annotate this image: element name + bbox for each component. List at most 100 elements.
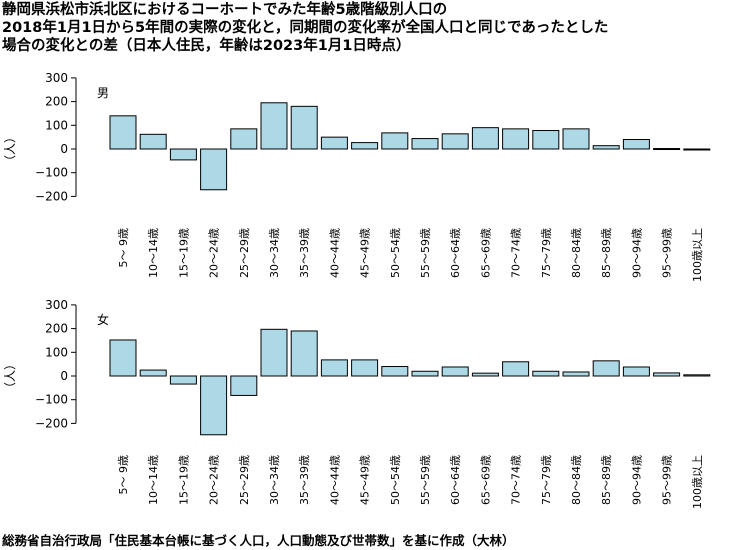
category-label: 55～59歳 (419, 455, 432, 505)
panel-label: 男 (97, 86, 109, 100)
y-tick-label: 0 (60, 369, 68, 383)
category-label: 10～14歳 (147, 228, 160, 278)
bar (351, 359, 379, 377)
bar (290, 105, 318, 150)
bar (411, 138, 439, 150)
category-label: 25～29歳 (238, 228, 251, 278)
category-label: 30～34歳 (268, 455, 281, 505)
bar (139, 133, 167, 150)
category-label: 45～49歳 (359, 455, 372, 505)
category-label: 45～49歳 (359, 228, 372, 278)
y-tick-label: 100 (45, 345, 68, 359)
title-line-3: 場合の変化との差（日本人住民，年齢は2023年1月1日時点） (2, 38, 411, 54)
bar (169, 375, 197, 385)
category-label: 40～44歳 (328, 228, 341, 278)
bar (109, 339, 137, 377)
category-label: 15～19歳 (177, 228, 190, 278)
title-line-1: 静岡県浜松市浜北区におけるコーホートでみた年齢5歳階級別人口の (2, 2, 448, 18)
bar (502, 128, 530, 150)
category-label: 60～64歳 (449, 455, 462, 505)
y-tick-label: −200 (35, 416, 68, 430)
category-label: 40～44歳 (328, 455, 341, 505)
category-label: 5～ 9歳 (117, 228, 130, 268)
bar (139, 369, 167, 377)
y-axis-label: （人） (3, 358, 17, 394)
category-label: 100歳以上 (691, 455, 704, 509)
category-label: 60～64歳 (449, 228, 462, 278)
category-label: 75～79歳 (540, 455, 553, 505)
category-label: 95～99歳 (661, 455, 674, 505)
category-label: 35～39歳 (298, 228, 311, 278)
bar (320, 136, 348, 150)
category-label: 10～14歳 (147, 455, 160, 505)
category-label: 90～94歳 (630, 455, 643, 505)
category-label: 55～59歳 (419, 228, 432, 278)
bar (411, 370, 439, 377)
bar (683, 374, 711, 377)
bar (683, 148, 711, 151)
y-tick-label: 300 (45, 298, 68, 312)
chart-title: 静岡県浜松市浜北区におけるコーホートでみた年齢5歳階級別人口の 2018年1月1… (2, 1, 746, 55)
bar (200, 148, 228, 191)
title-line-2: 2018年1月1日から5年間の実際の変化と，同期間の変化率が全国人口と同じであっ… (2, 20, 609, 36)
bar (592, 360, 620, 377)
category-label: 15～19歳 (177, 455, 190, 505)
bar (260, 328, 288, 377)
bar (562, 371, 590, 377)
y-tick-label: 200 (45, 322, 68, 336)
bar (260, 102, 288, 150)
bar (230, 128, 258, 150)
panel-label: 女 (97, 312, 109, 327)
bar (351, 142, 379, 150)
category-label: 50～54歳 (389, 455, 402, 505)
category-label: 90～94歳 (630, 228, 643, 278)
bar (653, 372, 681, 377)
bar (471, 372, 499, 377)
category-label: 5～ 9歳 (117, 455, 130, 495)
bar (109, 115, 137, 150)
category-label: 65～69歳 (479, 455, 492, 505)
category-label: 25～29歳 (238, 455, 251, 505)
y-tick-label: 100 (45, 118, 68, 132)
bar (622, 366, 650, 377)
y-tick-label: −200 (35, 189, 68, 203)
category-label: 75～79歳 (540, 228, 553, 278)
category-label: 50～54歳 (389, 228, 402, 278)
bar (200, 375, 228, 436)
category-label: 20～24歳 (208, 455, 221, 505)
bar (441, 366, 469, 377)
y-axis-label: （人） (3, 131, 17, 167)
category-label: 95～99歳 (661, 228, 674, 278)
category-label: 80～84歳 (570, 228, 583, 278)
category-label: 80～84歳 (570, 455, 583, 505)
y-tick-label: 0 (60, 142, 68, 156)
bar (290, 330, 318, 377)
bar (562, 128, 590, 150)
category-label: 85～89歳 (600, 455, 613, 505)
category-label: 100歳以上 (691, 228, 704, 282)
bar (622, 139, 650, 150)
category-label: 20～24歳 (208, 228, 221, 278)
category-label: 65～69歳 (479, 228, 492, 278)
bar (592, 145, 620, 150)
category-label: 70～74歳 (510, 455, 523, 505)
bar (653, 148, 681, 151)
bar (532, 130, 560, 150)
category-label: 30～34歳 (268, 228, 281, 278)
bar (381, 366, 409, 377)
y-tick-label: 300 (45, 71, 68, 85)
bar (532, 370, 560, 377)
category-label: 35～39歳 (298, 455, 311, 505)
bar (230, 375, 258, 396)
bar (441, 133, 469, 150)
bar (320, 359, 348, 377)
bar (471, 127, 499, 150)
category-label: 85～89歳 (600, 228, 613, 278)
source-note: 総務省自治行政局「住民基本台帳に基づく人口，人口動態及び世帯数」を基に作成（大林… (2, 533, 515, 548)
y-tick-label: 200 (45, 95, 68, 109)
category-label: 70～74歳 (510, 228, 523, 278)
bar (381, 132, 409, 150)
bar (502, 361, 530, 377)
y-tick-label: −100 (35, 166, 68, 180)
